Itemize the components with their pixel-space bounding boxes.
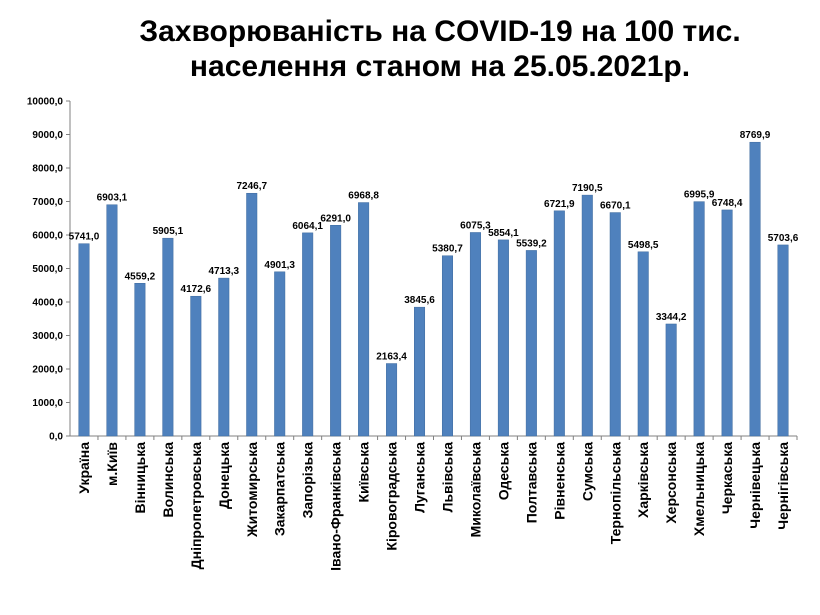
data-label: 3344,2 (656, 312, 687, 323)
data-label: 6995,9 (684, 190, 715, 201)
x-tick-label: Дніпропетровська (188, 442, 204, 570)
x-tick-label: Волинська (160, 442, 176, 518)
bar (777, 244, 789, 437)
x-tick-label: Житомирська (244, 442, 260, 538)
bar (637, 251, 649, 437)
bar (218, 277, 230, 437)
bar (78, 243, 90, 437)
y-tick-label: 2000,0 (32, 365, 63, 376)
data-label: 6903,1 (97, 193, 128, 204)
bar (693, 201, 705, 437)
bar (525, 250, 537, 437)
data-label: 4172,6 (181, 284, 212, 295)
data-label: 4559,2 (125, 271, 156, 282)
x-tick-label: Полтавська (523, 442, 539, 523)
x-tick-label: Одеська (495, 442, 511, 500)
bar (246, 192, 258, 437)
bar (581, 194, 593, 437)
data-label: 4713,3 (208, 266, 239, 277)
x-tick-label: Харківська (635, 442, 651, 518)
bar (441, 255, 453, 437)
bar (386, 363, 398, 437)
data-label: 5703,6 (768, 233, 799, 244)
x-tick-label: Донецька (216, 442, 232, 509)
data-label: 5741,0 (69, 232, 100, 243)
bar (358, 202, 370, 437)
data-label: 7190,5 (572, 183, 603, 194)
data-label: 4901,3 (264, 260, 295, 271)
x-tick-label: Київська (356, 442, 372, 503)
bar (302, 232, 314, 437)
bar (469, 232, 481, 437)
x-tick-label: м.Київ (104, 442, 120, 486)
bar (414, 306, 426, 437)
data-label: 6075,3 (460, 220, 491, 231)
bar (721, 209, 733, 437)
bar (497, 239, 509, 437)
chart-title: Захворюваність на COVID-19 на 100 тис. н… (0, 14, 820, 84)
data-label: 2163,4 (376, 352, 407, 363)
y-tick-label: 4000,0 (32, 298, 63, 309)
bar (190, 295, 202, 437)
x-tick-label: Тернопільська (607, 442, 623, 544)
x-tick-label: Вінницька (132, 442, 148, 514)
x-tick-label: Кіровоградська (384, 442, 400, 551)
x-tick-label: Львівська (439, 442, 455, 513)
data-label: 8769,9 (740, 130, 771, 141)
data-label: 7246,7 (236, 181, 267, 192)
x-tick-label: Івано-Франківська (328, 442, 344, 571)
data-label: 5905,1 (153, 226, 184, 237)
x-tick-label: Луганська (412, 442, 428, 513)
data-label: 5854,1 (488, 228, 519, 239)
bar (106, 204, 118, 437)
x-tick-label: Закарпатська (272, 442, 288, 536)
bar (162, 237, 174, 437)
bar (609, 212, 621, 437)
x-tick-label: Хмельницька (691, 442, 707, 536)
data-label: 6291,0 (320, 213, 351, 224)
data-label: 6748,4 (712, 198, 743, 209)
y-tick-label: 3000,0 (32, 331, 63, 342)
data-label: 6968,8 (348, 191, 379, 202)
data-label: 6721,9 (544, 199, 575, 210)
x-tick-label: Запорізька (300, 442, 316, 519)
y-tick-label: 6000,0 (32, 231, 63, 242)
x-tick-label: Чернігівська (775, 442, 791, 530)
data-label: 3845,6 (404, 295, 435, 306)
y-tick-label: 5000,0 (32, 264, 63, 275)
y-tick-label: 7000,0 (32, 197, 63, 208)
bar (553, 210, 565, 437)
bar (665, 323, 677, 437)
data-label: 6670,1 (600, 201, 631, 212)
x-tick-label: Сумська (579, 442, 595, 501)
y-tick-label: 8000,0 (32, 164, 63, 175)
x-tick-label: Черкаська (719, 442, 735, 514)
chart-title-line-1: Захворюваність на COVID-19 на 100 тис. (139, 15, 741, 48)
y-tick-label: 10000,0 (27, 97, 64, 108)
data-label: 5380,7 (432, 244, 463, 255)
bar (330, 225, 342, 437)
y-tick-label: 1000,0 (32, 398, 63, 409)
y-tick-label: 0,0 (49, 432, 63, 443)
bar (134, 283, 146, 437)
x-tick-label: Херсонська (663, 442, 679, 524)
chart-title-line-2: населення станом на 25.05.2021р. (189, 50, 691, 83)
bar (274, 271, 286, 437)
x-tick-label: Україна (76, 442, 92, 494)
bar (749, 141, 761, 437)
data-label: 5539,2 (516, 238, 547, 249)
data-label: 6064,1 (292, 221, 323, 232)
x-tick-label: Чернівецька (747, 442, 763, 529)
data-label: 5498,5 (628, 240, 659, 251)
x-tick-label: Миколаївська (467, 442, 483, 538)
x-tick-label: Рівненська (551, 442, 567, 520)
y-tick-label: 9000,0 (32, 130, 63, 141)
